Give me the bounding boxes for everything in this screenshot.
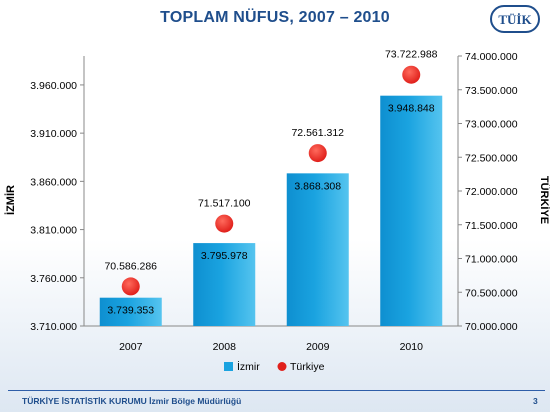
svg-text:TÜİK: TÜİK [498, 12, 532, 27]
bar-izmir [193, 243, 256, 326]
population-chart: 3.710.000 3.760.000 3.810.000 3.860.000 3.91… [4, 49, 550, 373]
marker-data-label: 73.722.988 [385, 49, 438, 61]
left-tick-label: 3.810.000 [30, 225, 77, 237]
right-tick-label: 70.000.000 [465, 321, 518, 333]
right-axis-title: TÜRKİYE [538, 176, 550, 224]
bar-data-label: 3.739.353 [107, 305, 154, 317]
bar-data-label: 3.948.848 [388, 103, 435, 115]
bar-izmir [380, 95, 443, 327]
right-tick-label: 72.000.000 [465, 186, 518, 198]
marker-turkiye [121, 277, 140, 296]
marker-data-label: 70.586.286 [104, 260, 157, 272]
marker-data-label: 72.561.312 [291, 127, 344, 139]
x-tick-label: 2009 [306, 341, 330, 353]
tuik-logo: TÜİK [490, 5, 540, 33]
legend-swatch-izmir [224, 362, 233, 371]
bar-data-label: 3.868.308 [294, 180, 341, 192]
left-tick-label: 3.710.000 [30, 321, 77, 333]
left-tick-label: 3.860.000 [30, 176, 77, 188]
right-tick-label: 73.000.000 [465, 119, 518, 131]
left-tick-label: 3.760.000 [30, 273, 77, 285]
footer-divider [8, 390, 545, 391]
page-number: 3 [533, 396, 538, 406]
marker-data-label: 71.517.100 [198, 198, 251, 210]
right-tick-label: 74.000.000 [465, 51, 518, 63]
marker-turkiye [402, 65, 421, 84]
legend-label-turkiye: Türkiye [290, 361, 325, 373]
bar-data-label: 3.795.978 [201, 250, 248, 262]
legend-swatch-turkiye [277, 362, 287, 371]
page-title: TOPLAM NÜFUS, 2007 – 2010 [160, 9, 390, 26]
right-tick-label: 71.000.000 [465, 254, 518, 266]
left-axis-title: İZMİR [4, 185, 17, 215]
marker-turkiye [215, 214, 234, 233]
marker-turkiye [308, 144, 327, 163]
right-tick-label: 73.500.000 [465, 85, 518, 97]
right-tick-label: 72.500.000 [465, 152, 518, 164]
footer-text: TÜRKİYE İSTATİSTİK KURUMU İzmir Bölge Mü… [22, 396, 242, 406]
x-tick-label: 2008 [213, 341, 237, 353]
x-tick-label: 2007 [119, 341, 143, 353]
right-tick-label: 71.500.000 [465, 220, 518, 232]
right-tick-label: 70.500.000 [465, 287, 518, 299]
left-tick-label: 3.960.000 [30, 80, 77, 92]
left-tick-label: 3.910.000 [30, 128, 77, 140]
chart-legend: İzmir Türkiye [224, 360, 325, 373]
bar-izmir [99, 297, 162, 326]
bar-izmir [286, 173, 349, 326]
x-tick-label: 2010 [400, 341, 424, 353]
legend-label-izmir: İzmir [237, 360, 260, 373]
